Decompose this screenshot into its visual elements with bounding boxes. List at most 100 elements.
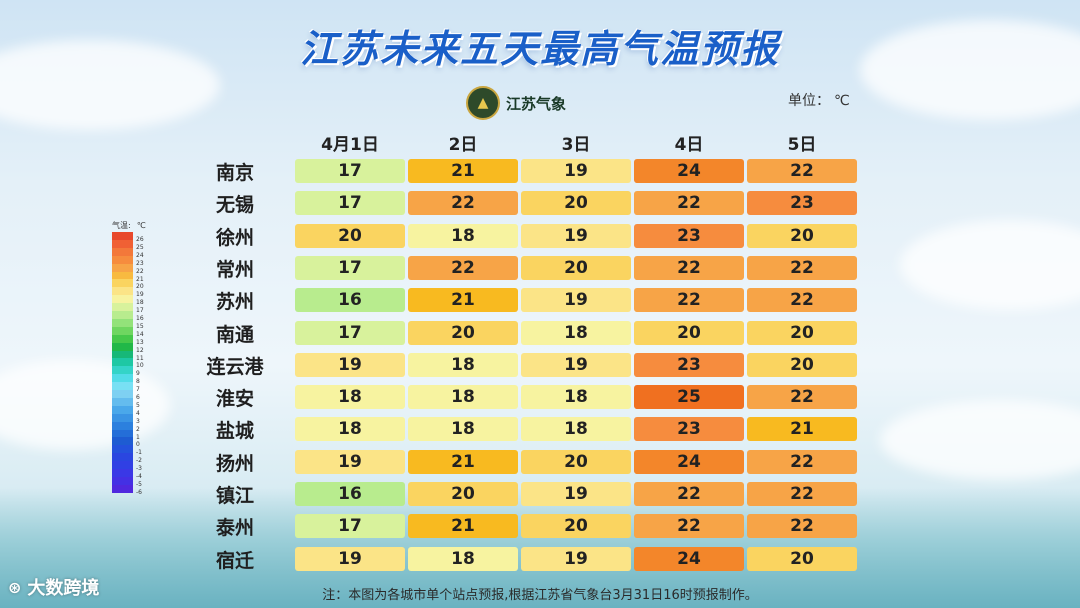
legend-swatch: [112, 382, 133, 391]
temperature-cell: 17: [295, 255, 405, 280]
legend-level-label: 15: [136, 322, 144, 330]
legend-swatch: [112, 271, 133, 280]
legend-swatch: [112, 453, 133, 462]
legend-level-label: 17: [136, 307, 144, 315]
temperature-cell: 22: [747, 385, 857, 410]
legend-swatch: [112, 358, 133, 367]
temperature-cell: 18: [408, 223, 518, 248]
legend-level-label: 1: [136, 433, 140, 441]
temperature-cell: 22: [634, 191, 744, 216]
temperature-cell: 18: [521, 417, 631, 442]
temperature-cell: 20: [747, 320, 857, 345]
temperature-cell: 19: [295, 352, 405, 377]
temperature-cell: 24: [634, 546, 744, 571]
temperature-cell: 17: [295, 191, 405, 216]
temperature-cell: 21: [747, 417, 857, 442]
temperature-cell: 20: [521, 449, 631, 474]
city-label: 淮安: [215, 388, 254, 411]
temperature-cell: 21: [408, 514, 518, 539]
legend-level-label: 22: [136, 267, 144, 275]
temperature-cell: 24: [634, 159, 744, 183]
temperature-cell: 18: [521, 385, 631, 410]
city-label: 南通: [215, 323, 254, 346]
temperature-cell: 22: [634, 514, 744, 539]
legend-level-label: 25: [136, 243, 144, 251]
legend-swatch: [112, 469, 133, 477]
temperature-cell: 22: [634, 255, 744, 280]
cloud-decoration: [0, 40, 220, 130]
temperature-cell: 20: [747, 546, 857, 571]
legend-level-label: 21: [136, 275, 144, 283]
legend-swatch: [112, 461, 133, 470]
cloud-decoration: [0, 360, 170, 450]
legend-swatch: [112, 326, 133, 335]
legend-level-label: 9: [136, 370, 140, 378]
cloud-decoration: [900, 220, 1080, 310]
legend-level-label: 6: [136, 394, 140, 401]
temperature-cell: 21: [408, 159, 518, 183]
temperature-cell: 20: [521, 191, 631, 216]
legend-level-label: -1: [136, 449, 142, 457]
legend-swatch: [112, 295, 133, 304]
legend-level-label: -6: [136, 488, 142, 496]
watermark: ⊛ 大数跨境: [8, 574, 99, 600]
city-label: 盐城: [215, 420, 254, 443]
legend-swatch: [112, 232, 133, 240]
legend-level-label: 26: [136, 236, 144, 243]
legend-swatch: [112, 429, 133, 438]
temperature-cell: 22: [634, 482, 744, 506]
legend-title-text: 气温:: [112, 221, 131, 230]
temperature-cell: 22: [747, 255, 857, 280]
column-header: 4月1日: [321, 135, 379, 155]
temperature-cell: 20: [747, 352, 857, 377]
city-label: 连云港: [206, 355, 264, 378]
temperature-cell: 22: [747, 288, 857, 313]
temperature-cell: 22: [408, 191, 518, 216]
temperature-cell: 20: [295, 223, 405, 248]
legend-level-label: 23: [136, 259, 144, 267]
legend-level-label: 12: [136, 346, 144, 354]
city-label: 泰州: [215, 517, 254, 540]
temperature-cell: 24: [634, 449, 744, 474]
legend-level-label: -2: [136, 457, 142, 465]
city-label: 苏州: [215, 291, 254, 314]
temperature-cell: 19: [521, 223, 631, 248]
temperature-cell: 20: [521, 514, 631, 539]
temperature-cell: 22: [634, 288, 744, 313]
temperature-cell: 18: [408, 417, 518, 442]
legend-level-label: 8: [136, 378, 140, 386]
temperature-cell: 22: [408, 255, 518, 280]
temperature-cell: 25: [634, 385, 744, 410]
temperature-cell: 18: [295, 385, 405, 410]
city-label: 宿迁: [215, 549, 254, 572]
wm-logo-icon: ⊛: [8, 577, 22, 597]
footnote: 注：本图为各城市单个站点预报,根据江苏省气象台3月31日16时预报制作。: [322, 588, 758, 603]
watermark-text: 大数跨境: [27, 578, 100, 599]
temperature-cell: 19: [295, 546, 405, 571]
temperature-cell: 17: [295, 320, 405, 345]
legend-title: 气温: ℃: [112, 220, 146, 231]
legend-level-label: -4: [136, 473, 142, 480]
temperature-cell: 21: [408, 288, 518, 313]
temperature-cell: 17: [295, 159, 405, 183]
cloud-decoration: [880, 400, 1080, 480]
temperature-cell: 23: [634, 223, 744, 248]
temperature-cell: 19: [521, 352, 631, 377]
legend-level-label: 18: [136, 299, 144, 307]
legend-swatch: [112, 421, 133, 430]
legend-level-label: 13: [136, 338, 144, 346]
legend-swatch: [112, 334, 133, 343]
unit-label: 单位： ℃: [788, 90, 850, 110]
legend-swatch: [112, 397, 133, 406]
temperature-cell: 20: [408, 482, 518, 506]
legend-swatch: [112, 279, 133, 288]
temperature-cell: 20: [634, 320, 744, 345]
legend-swatch: [112, 366, 133, 375]
temperature-cell: 20: [521, 255, 631, 280]
column-header: 2日: [448, 135, 478, 155]
legend-level-label: 16: [136, 315, 144, 322]
legend-level-label: 11: [136, 354, 144, 362]
legend-level-label: 14: [136, 330, 144, 338]
column-header: 5日: [787, 135, 817, 155]
legend-level-label: -5: [136, 480, 142, 488]
